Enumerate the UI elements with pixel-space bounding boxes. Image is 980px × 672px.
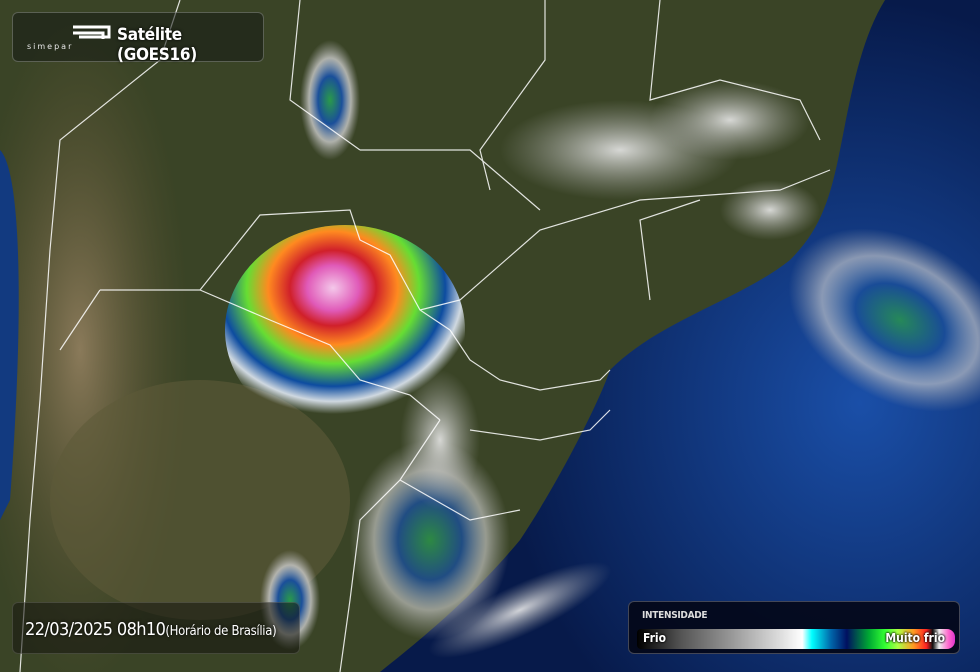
title-panel: simepar Satélite (GOES16) bbox=[12, 12, 264, 65]
cloud bbox=[428, 562, 612, 658]
atlantic-ocean bbox=[380, 0, 980, 672]
simepar-logo-icon bbox=[73, 25, 111, 39]
timestamp: 22/03/2025 08h10(Horário de Brasília) bbox=[25, 619, 277, 640]
storm-system bbox=[225, 225, 465, 435]
pacific-ocean bbox=[0, 150, 19, 520]
cloud bbox=[788, 228, 980, 412]
legend-high-label: Muito frio bbox=[885, 631, 945, 645]
cloud bbox=[650, 80, 810, 160]
cloud bbox=[300, 40, 360, 160]
simepar-logo: simepar bbox=[27, 25, 111, 51]
timestamp-datetime: 22/03/2025 08h10 bbox=[25, 619, 166, 640]
legend-low-label: Frio bbox=[643, 631, 667, 645]
timestamp-timezone: (Horário de Brasília) bbox=[165, 624, 277, 639]
intensity-legend: INTENSIDADE Frio Muito frio bbox=[628, 601, 960, 654]
legend-title: INTENSIDADE bbox=[642, 610, 708, 621]
page-title: Satélite (GOES16) bbox=[117, 25, 197, 65]
logo-text: simepar bbox=[27, 42, 74, 51]
legend-color-scale bbox=[637, 629, 955, 649]
cloud bbox=[720, 180, 820, 240]
timestamp-panel: 22/03/2025 08h10(Horário de Brasília) bbox=[12, 602, 300, 654]
